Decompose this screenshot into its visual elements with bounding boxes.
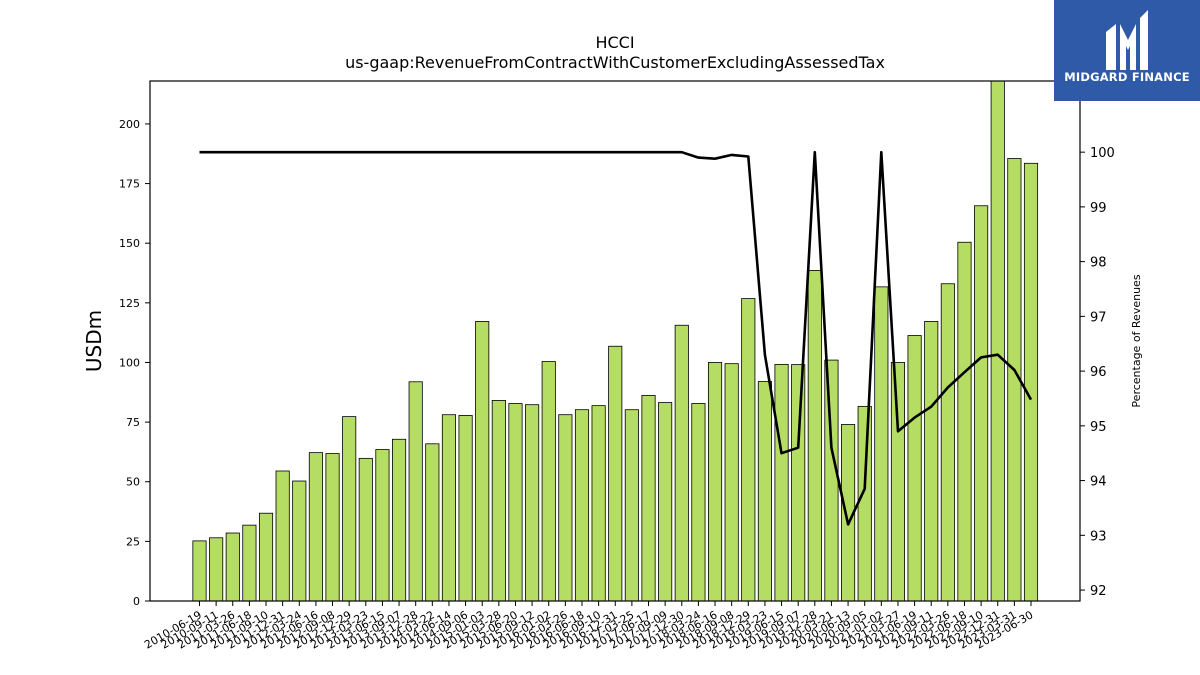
bar bbox=[558, 414, 573, 602]
bar bbox=[874, 286, 889, 602]
bar bbox=[508, 403, 523, 602]
bar bbox=[541, 361, 556, 602]
bar bbox=[890, 362, 906, 602]
bar bbox=[292, 480, 307, 602]
y2-tick-label: 97 bbox=[1090, 310, 1107, 325]
bar bbox=[807, 269, 822, 602]
percentage-line bbox=[199, 150, 1033, 526]
bar bbox=[824, 359, 839, 602]
bar bbox=[857, 405, 872, 602]
bar bbox=[924, 321, 939, 602]
bar bbox=[491, 399, 506, 602]
chart-title: HCCI bbox=[595, 33, 634, 52]
y-tick-label: 200 bbox=[119, 118, 140, 131]
y2-tick-label: 98 bbox=[1090, 256, 1107, 271]
bar bbox=[990, 80, 1005, 602]
y-tick-label: 50 bbox=[126, 476, 140, 489]
bar bbox=[425, 443, 440, 602]
bar bbox=[691, 403, 706, 602]
bar bbox=[724, 363, 739, 602]
bar bbox=[358, 457, 373, 602]
bar bbox=[192, 540, 207, 602]
y-axis-label: USDm bbox=[82, 310, 106, 372]
y2-tick-label: 96 bbox=[1090, 365, 1107, 380]
bar bbox=[375, 449, 390, 602]
bar bbox=[707, 362, 723, 602]
y2-tick-label: 100 bbox=[1090, 146, 1115, 161]
bar bbox=[574, 409, 590, 602]
bar bbox=[525, 404, 540, 602]
bar bbox=[974, 205, 989, 602]
midgard-finance-logo: MIDGARD FINANCE bbox=[1054, 0, 1200, 101]
bar bbox=[674, 324, 689, 602]
y-tick-label: 0 bbox=[133, 595, 140, 608]
bar bbox=[275, 470, 290, 602]
y-tick-label: 75 bbox=[126, 416, 140, 429]
y-tick-label: 150 bbox=[119, 237, 140, 250]
bar bbox=[441, 414, 457, 602]
bar bbox=[940, 283, 955, 602]
y-tick-label: 100 bbox=[119, 356, 140, 369]
bar bbox=[325, 453, 340, 602]
bar bbox=[242, 524, 257, 602]
y2-tick-label: 93 bbox=[1090, 529, 1107, 544]
y-tick-label: 125 bbox=[119, 297, 140, 310]
logo-text: MIDGARD FINANCE bbox=[1064, 70, 1190, 84]
bar-series bbox=[192, 80, 1039, 602]
y2-tick-label: 92 bbox=[1090, 584, 1107, 599]
y2-tick-label: 99 bbox=[1090, 201, 1107, 216]
bar bbox=[791, 364, 806, 602]
midgard-logo-icon bbox=[1106, 10, 1148, 70]
bar bbox=[392, 438, 407, 602]
bar bbox=[209, 537, 224, 602]
bar bbox=[408, 381, 423, 602]
bar bbox=[591, 405, 606, 602]
y2-axis-label: Percentage of Revenues bbox=[1130, 274, 1143, 407]
y-tick-label: 25 bbox=[126, 535, 140, 548]
bar bbox=[458, 415, 473, 602]
bar bbox=[258, 512, 274, 602]
bar bbox=[957, 241, 972, 602]
bar bbox=[608, 345, 623, 602]
bar bbox=[225, 532, 240, 602]
chart-subtitle: us-gaap:RevenueFromContractWithCustomerE… bbox=[345, 53, 885, 72]
bar bbox=[475, 321, 490, 602]
percentage-series bbox=[199, 150, 1033, 526]
bar bbox=[741, 298, 756, 602]
bar bbox=[907, 335, 922, 602]
bar bbox=[757, 381, 772, 602]
y2-tick-label: 94 bbox=[1090, 475, 1107, 490]
y-tick-label: 175 bbox=[119, 178, 140, 191]
bar bbox=[774, 363, 789, 602]
bar bbox=[308, 452, 323, 602]
axes: 0 25 50 75 100 125 150 175 200 92 93 94 95 96 97 98 99 10… bbox=[119, 80, 1115, 652]
bar bbox=[624, 409, 639, 602]
bar bbox=[1023, 162, 1039, 602]
bar bbox=[658, 402, 673, 602]
bar bbox=[641, 394, 656, 602]
bar bbox=[342, 416, 357, 602]
y2-tick-label: 95 bbox=[1090, 420, 1107, 435]
